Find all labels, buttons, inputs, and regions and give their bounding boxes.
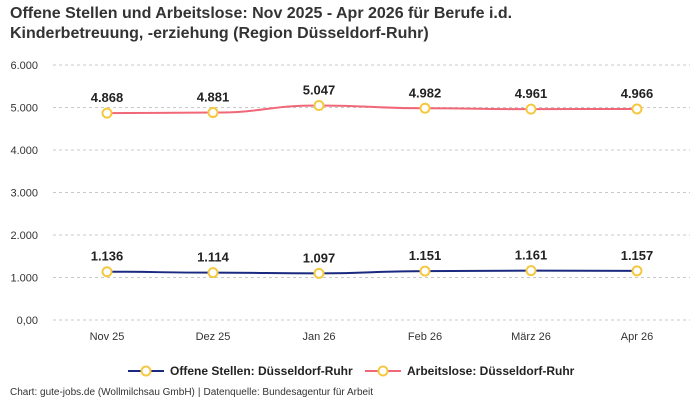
series-line bbox=[106, 269, 638, 275]
data-label: 1.097 bbox=[303, 250, 336, 265]
data-label: 1.157 bbox=[621, 248, 654, 263]
chart-title-line-1: Offene Stellen und Arbeitslose: Nov 2025… bbox=[10, 5, 513, 22]
legend-label: Arbeitslose: Düsseldorf-Ruhr bbox=[407, 364, 575, 378]
data-label: 5.047 bbox=[303, 83, 336, 98]
data-point bbox=[631, 265, 643, 277]
source-data-origin: Datenquelle: Bundesagentur für Arbeit bbox=[203, 387, 374, 398]
data-label: 4.966 bbox=[621, 86, 654, 101]
data-point bbox=[525, 265, 537, 277]
data-point bbox=[631, 103, 643, 115]
chart-title-line-2: Kinderbetreuung, -erziehung (Region Düss… bbox=[10, 25, 429, 42]
data-point bbox=[419, 102, 431, 114]
y-tick-label: 1.000 bbox=[10, 273, 38, 285]
data-label: 4.961 bbox=[515, 86, 548, 101]
legend-label: Offene Stellen: Düsseldorf-Ruhr bbox=[170, 364, 353, 378]
chart-source: Chart: gute-jobs.de (Wollmilchsau GmbH) |… bbox=[10, 387, 373, 398]
data-label: 1.151 bbox=[409, 248, 442, 263]
x-tick-label: März 26 bbox=[511, 331, 551, 343]
data-label: 1.114 bbox=[197, 250, 230, 265]
data-point bbox=[207, 267, 219, 279]
source-separator: | bbox=[197, 387, 201, 398]
data-point bbox=[313, 267, 325, 279]
data-label: 4.982 bbox=[409, 85, 442, 100]
legend-marker bbox=[140, 365, 152, 377]
x-tick-label: Jan 26 bbox=[302, 331, 335, 343]
data-point bbox=[313, 100, 325, 112]
x-tick-label: Apr 26 bbox=[621, 331, 653, 343]
y-tick-label: 4.000 bbox=[10, 145, 38, 157]
y-tick-label: 0,00 bbox=[17, 315, 38, 327]
data-label: 1.161 bbox=[515, 248, 548, 263]
series-line bbox=[106, 104, 638, 115]
x-tick-label: Dez 25 bbox=[196, 331, 231, 343]
source-credit: Chart: gute-jobs.de (Wollmilchsau GmbH) bbox=[10, 387, 195, 398]
y-tick-label: 2.000 bbox=[10, 230, 38, 242]
data-point bbox=[419, 265, 431, 277]
data-point bbox=[101, 107, 113, 119]
data-point bbox=[207, 107, 219, 119]
x-tick-label: Feb 26 bbox=[408, 331, 442, 343]
chart-title: Offene Stellen und Arbeitslose: Nov 2025… bbox=[10, 4, 680, 44]
y-tick-label: 5.000 bbox=[10, 103, 38, 115]
data-point bbox=[525, 103, 537, 115]
data-label: 4.868 bbox=[91, 90, 124, 105]
data-label: 4.881 bbox=[197, 90, 230, 105]
y-tick-label: 6.000 bbox=[10, 60, 38, 72]
legend-marker bbox=[377, 365, 389, 377]
y-tick-label: 3.000 bbox=[10, 188, 38, 200]
x-tick-label: Nov 25 bbox=[90, 331, 125, 343]
data-label: 1.136 bbox=[91, 249, 124, 264]
data-point bbox=[101, 266, 113, 278]
